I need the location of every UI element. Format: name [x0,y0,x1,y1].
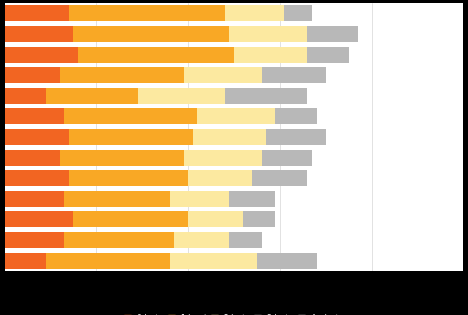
Bar [5,232,64,248]
Bar [69,170,188,186]
Bar [229,26,307,42]
Bar [285,5,312,21]
Bar [46,253,170,269]
Legend: 0 lasta, 1 lapsi, 2 lasta, 3 lasta, 4+ lasta: 0 lasta, 1 lapsi, 2 lasta, 3 lasta, 4+ l… [121,311,347,315]
Bar [64,191,170,207]
Bar [252,170,307,186]
Bar [262,150,312,166]
Bar [307,47,349,63]
Bar [243,211,275,227]
Bar [73,211,188,227]
Bar [197,108,275,124]
Bar [170,253,257,269]
Bar [234,47,307,63]
Bar [5,67,60,83]
Bar [262,67,326,83]
Bar [78,47,234,63]
Bar [193,129,266,145]
Bar [170,191,229,207]
Bar [138,88,225,104]
Bar [64,232,175,248]
Bar [175,232,229,248]
Bar [266,129,326,145]
Bar [229,232,262,248]
Bar [64,108,197,124]
Bar [69,129,193,145]
Bar [60,67,183,83]
Bar [46,88,138,104]
Bar [183,150,262,166]
Bar [5,108,64,124]
Bar [69,5,225,21]
Bar [275,108,316,124]
Bar [5,47,78,63]
Bar [5,129,69,145]
Bar [225,88,307,104]
Bar [5,253,46,269]
Bar [5,170,69,186]
Bar [257,253,316,269]
Bar [225,5,285,21]
Bar [188,211,243,227]
Bar [60,150,183,166]
Bar [188,170,252,186]
Bar [5,5,69,21]
Bar [5,191,64,207]
Bar [183,67,262,83]
Bar [5,150,60,166]
Bar [5,211,73,227]
Bar [5,26,73,42]
Bar [5,88,46,104]
Bar [229,191,275,207]
Bar [307,26,358,42]
Bar [73,26,229,42]
